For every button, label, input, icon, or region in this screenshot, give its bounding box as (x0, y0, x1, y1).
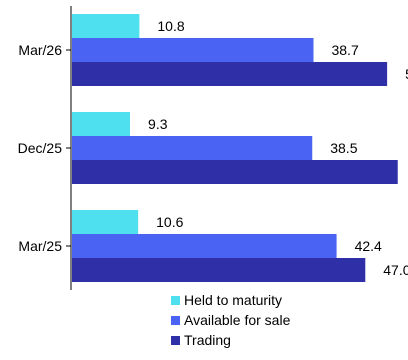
legend-swatch-trading (171, 336, 180, 345)
legend-label-held-to-maturity: Held to maturity (184, 292, 282, 308)
value-label-held-to-maturity-mar-25: 10.6 (156, 214, 183, 230)
bar-available-for-sale-mar-25 (72, 234, 337, 258)
value-label-held-to-maturity-dec-25: 9.3 (148, 116, 168, 132)
bar-trading-mar-25 (72, 258, 366, 282)
bar-held-to-maturity-dec-25 (72, 112, 131, 136)
value-label-available-for-sale-mar-26: 38.7 (331, 42, 358, 58)
value-label-trading-mar-26: 50.5 (405, 66, 408, 82)
data-labels: 10.838.750.59.338.552.210.642.447.0 (148, 18, 408, 278)
bar-series-group (72, 14, 398, 282)
category-label-mar-26: Mar/26 (18, 42, 62, 58)
value-label-available-for-sale-mar-25: 42.4 (355, 238, 382, 254)
category-ticks: Mar/26 Dec/25 Mar/25 (18, 42, 71, 254)
bar-trading-mar-26 (72, 62, 388, 86)
bar-available-for-sale-dec-25 (72, 136, 313, 160)
bar-available-for-sale-mar-26 (72, 38, 314, 62)
legend-swatch-available-for-sale (171, 316, 180, 325)
value-label-held-to-maturity-mar-26: 10.8 (157, 18, 184, 34)
legend: Held to maturity Available for sale Tradin… (171, 292, 291, 348)
category-label-dec-25: Dec/25 (18, 140, 63, 156)
value-label-available-for-sale-dec-25: 38.5 (330, 140, 357, 156)
value-label-trading-mar-25: 47.0 (383, 262, 408, 278)
bar-held-to-maturity-mar-25 (72, 210, 139, 234)
legend-label-available-for-sale: Available for sale (184, 312, 291, 328)
category-label-mar-25: Mar/25 (18, 238, 62, 254)
bar-held-to-maturity-mar-26 (72, 14, 140, 38)
legend-swatch-held-to-maturity (171, 296, 180, 305)
bar-trading-dec-25 (72, 160, 398, 184)
legend-label-trading: Trading (184, 332, 231, 348)
